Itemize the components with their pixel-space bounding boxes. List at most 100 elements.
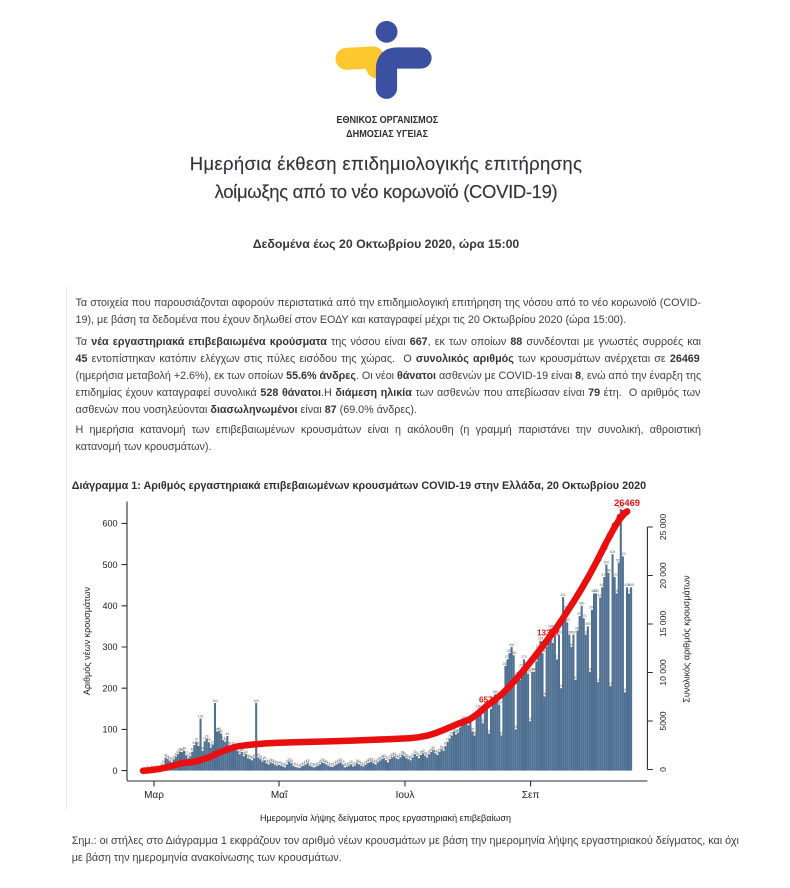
svg-text:10: 10	[351, 762, 355, 766]
svg-text:38: 38	[436, 751, 440, 755]
svg-text:15: 15	[324, 760, 328, 764]
svg-text:500: 500	[604, 560, 610, 564]
svg-text:180: 180	[542, 692, 548, 696]
svg-text:18: 18	[366, 759, 370, 763]
svg-text:15: 15	[273, 760, 277, 764]
svg-text:42: 42	[434, 749, 438, 753]
svg-text:70: 70	[223, 738, 227, 742]
svg-text:10: 10	[361, 762, 365, 766]
svg-text:95: 95	[215, 727, 219, 731]
svg-text:85: 85	[450, 731, 454, 735]
svg-text:12: 12	[347, 761, 351, 765]
svg-text:421: 421	[560, 593, 566, 597]
svg-text:95: 95	[452, 727, 456, 731]
svg-text:254: 254	[503, 662, 509, 666]
svg-text:30: 30	[417, 754, 421, 758]
svg-text:300: 300	[569, 643, 575, 647]
svg-text:63: 63	[211, 740, 215, 744]
svg-text:45: 45	[240, 748, 244, 752]
svg-text:32: 32	[425, 753, 429, 757]
svg-text:20: 20	[320, 758, 324, 762]
svg-text:46: 46	[178, 747, 182, 751]
svg-text:520: 520	[620, 552, 626, 556]
svg-text:25 000: 25 000	[658, 514, 668, 541]
svg-text:25: 25	[384, 756, 388, 760]
svg-text:215: 215	[595, 678, 601, 682]
svg-text:20: 20	[339, 758, 343, 762]
svg-text:38: 38	[419, 751, 423, 755]
svg-text:0: 0	[112, 766, 117, 776]
svg-text:15 000: 15 000	[658, 611, 668, 638]
svg-text:56: 56	[209, 743, 213, 747]
svg-text:18: 18	[306, 759, 310, 763]
svg-text:34: 34	[174, 752, 178, 756]
svg-text:445: 445	[628, 583, 634, 587]
svg-text:430: 430	[614, 589, 620, 593]
svg-text:505: 505	[616, 558, 622, 562]
svg-text:12: 12	[326, 761, 330, 765]
svg-text:350: 350	[585, 622, 591, 626]
svg-text:18: 18	[337, 759, 341, 763]
svg-text:205: 205	[608, 682, 614, 686]
svg-text:32: 32	[256, 753, 260, 757]
svg-text:30: 30	[405, 754, 409, 758]
svg-text:470: 470	[612, 573, 618, 577]
svg-text:430: 430	[591, 589, 597, 593]
svg-text:10: 10	[345, 762, 349, 766]
svg-text:240: 240	[532, 668, 538, 672]
svg-text:500: 500	[102, 560, 117, 570]
svg-text:6: 6	[299, 764, 301, 768]
svg-text:35: 35	[415, 752, 419, 756]
svg-text:150: 150	[476, 705, 482, 709]
svg-text:48: 48	[442, 747, 446, 751]
svg-text:28: 28	[166, 755, 170, 759]
svg-text:340: 340	[575, 626, 581, 630]
svg-text:280: 280	[511, 651, 517, 655]
svg-text:22: 22	[287, 757, 291, 761]
svg-text:40: 40	[413, 750, 417, 754]
svg-text:18: 18	[289, 759, 293, 763]
svg-text:3: 3	[146, 765, 148, 769]
svg-text:15: 15	[357, 760, 361, 764]
svg-text:Μαρ: Μαρ	[144, 790, 164, 801]
svg-text:27: 27	[172, 755, 176, 759]
svg-text:400: 400	[102, 601, 117, 611]
svg-text:35: 35	[242, 752, 246, 756]
svg-text:90: 90	[487, 729, 491, 733]
svg-text:6572: 6572	[479, 696, 498, 705]
svg-text:12: 12	[316, 761, 320, 765]
svg-text:52: 52	[440, 745, 444, 749]
svg-text:40: 40	[176, 750, 180, 754]
svg-text:160: 160	[497, 700, 503, 704]
svg-text:32: 32	[399, 753, 403, 757]
svg-text:10: 10	[314, 762, 318, 766]
svg-text:370: 370	[581, 614, 587, 618]
svg-text:15: 15	[285, 760, 289, 764]
svg-text:31: 31	[164, 754, 168, 758]
svg-text:300: 300	[102, 642, 117, 652]
svg-text:20: 20	[269, 758, 273, 762]
svg-text:124: 124	[461, 715, 467, 719]
svg-text:15: 15	[374, 760, 378, 764]
svg-text:28: 28	[258, 755, 262, 759]
svg-text:20: 20	[170, 758, 174, 762]
svg-text:22: 22	[370, 757, 374, 761]
svg-text:20: 20	[368, 758, 372, 762]
svg-text:48: 48	[201, 747, 205, 751]
svg-text:78: 78	[448, 734, 452, 738]
svg-text:Ημερομηνία λήψης δείγματος προ: Ημερομηνία λήψης δείγματος προς εργαστηρ…	[260, 813, 511, 823]
svg-text:8: 8	[344, 763, 346, 767]
svg-text:270: 270	[521, 655, 527, 659]
svg-text:18: 18	[265, 759, 269, 763]
svg-text:600: 600	[102, 519, 117, 529]
svg-text:185: 185	[492, 690, 498, 694]
svg-text:40: 40	[244, 750, 248, 754]
svg-text:200: 200	[102, 683, 117, 693]
svg-text:74: 74	[221, 736, 225, 740]
svg-text:10 000: 10 000	[658, 659, 668, 686]
svg-text:85: 85	[499, 731, 503, 735]
svg-text:18: 18	[355, 759, 359, 763]
svg-text:70: 70	[446, 738, 450, 742]
svg-text:28: 28	[396, 755, 400, 759]
svg-text:84: 84	[226, 732, 230, 736]
